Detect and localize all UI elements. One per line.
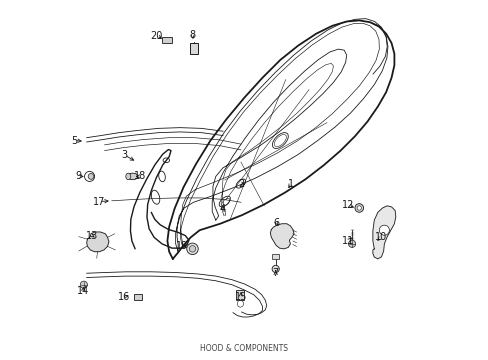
Text: 2: 2 bbox=[237, 179, 244, 189]
Text: 12: 12 bbox=[342, 200, 354, 210]
Text: 14: 14 bbox=[77, 286, 89, 296]
Circle shape bbox=[186, 243, 198, 255]
Text: 1: 1 bbox=[287, 179, 294, 189]
Polygon shape bbox=[372, 206, 395, 259]
Circle shape bbox=[271, 265, 279, 273]
Circle shape bbox=[80, 281, 87, 288]
FancyBboxPatch shape bbox=[133, 294, 142, 300]
Text: 3: 3 bbox=[121, 150, 127, 160]
Circle shape bbox=[379, 225, 388, 235]
Text: 15: 15 bbox=[234, 292, 246, 302]
Polygon shape bbox=[270, 224, 293, 249]
Text: 7: 7 bbox=[272, 268, 278, 278]
Text: 11: 11 bbox=[342, 236, 354, 246]
FancyBboxPatch shape bbox=[271, 254, 279, 259]
Ellipse shape bbox=[127, 173, 138, 180]
Text: 10: 10 bbox=[374, 232, 386, 242]
Text: 18: 18 bbox=[134, 171, 146, 181]
Text: 6: 6 bbox=[273, 218, 279, 228]
Circle shape bbox=[189, 246, 195, 252]
Text: 16: 16 bbox=[118, 292, 130, 302]
FancyBboxPatch shape bbox=[236, 290, 244, 300]
Ellipse shape bbox=[125, 173, 131, 180]
Circle shape bbox=[348, 240, 355, 247]
Text: 20: 20 bbox=[150, 31, 163, 41]
Text: 17: 17 bbox=[93, 197, 105, 207]
Circle shape bbox=[354, 204, 363, 212]
FancyBboxPatch shape bbox=[162, 37, 171, 43]
FancyBboxPatch shape bbox=[189, 42, 198, 54]
Text: 5: 5 bbox=[71, 136, 77, 145]
Text: HOOD & COMPONENTS: HOOD & COMPONENTS bbox=[200, 344, 288, 353]
Circle shape bbox=[356, 206, 361, 210]
Text: 13: 13 bbox=[86, 231, 98, 240]
Text: 19: 19 bbox=[175, 241, 187, 251]
Text: 8: 8 bbox=[189, 30, 195, 40]
Circle shape bbox=[88, 174, 94, 179]
Text: 9: 9 bbox=[76, 171, 81, 181]
Polygon shape bbox=[86, 232, 109, 252]
Text: 4: 4 bbox=[220, 204, 225, 214]
